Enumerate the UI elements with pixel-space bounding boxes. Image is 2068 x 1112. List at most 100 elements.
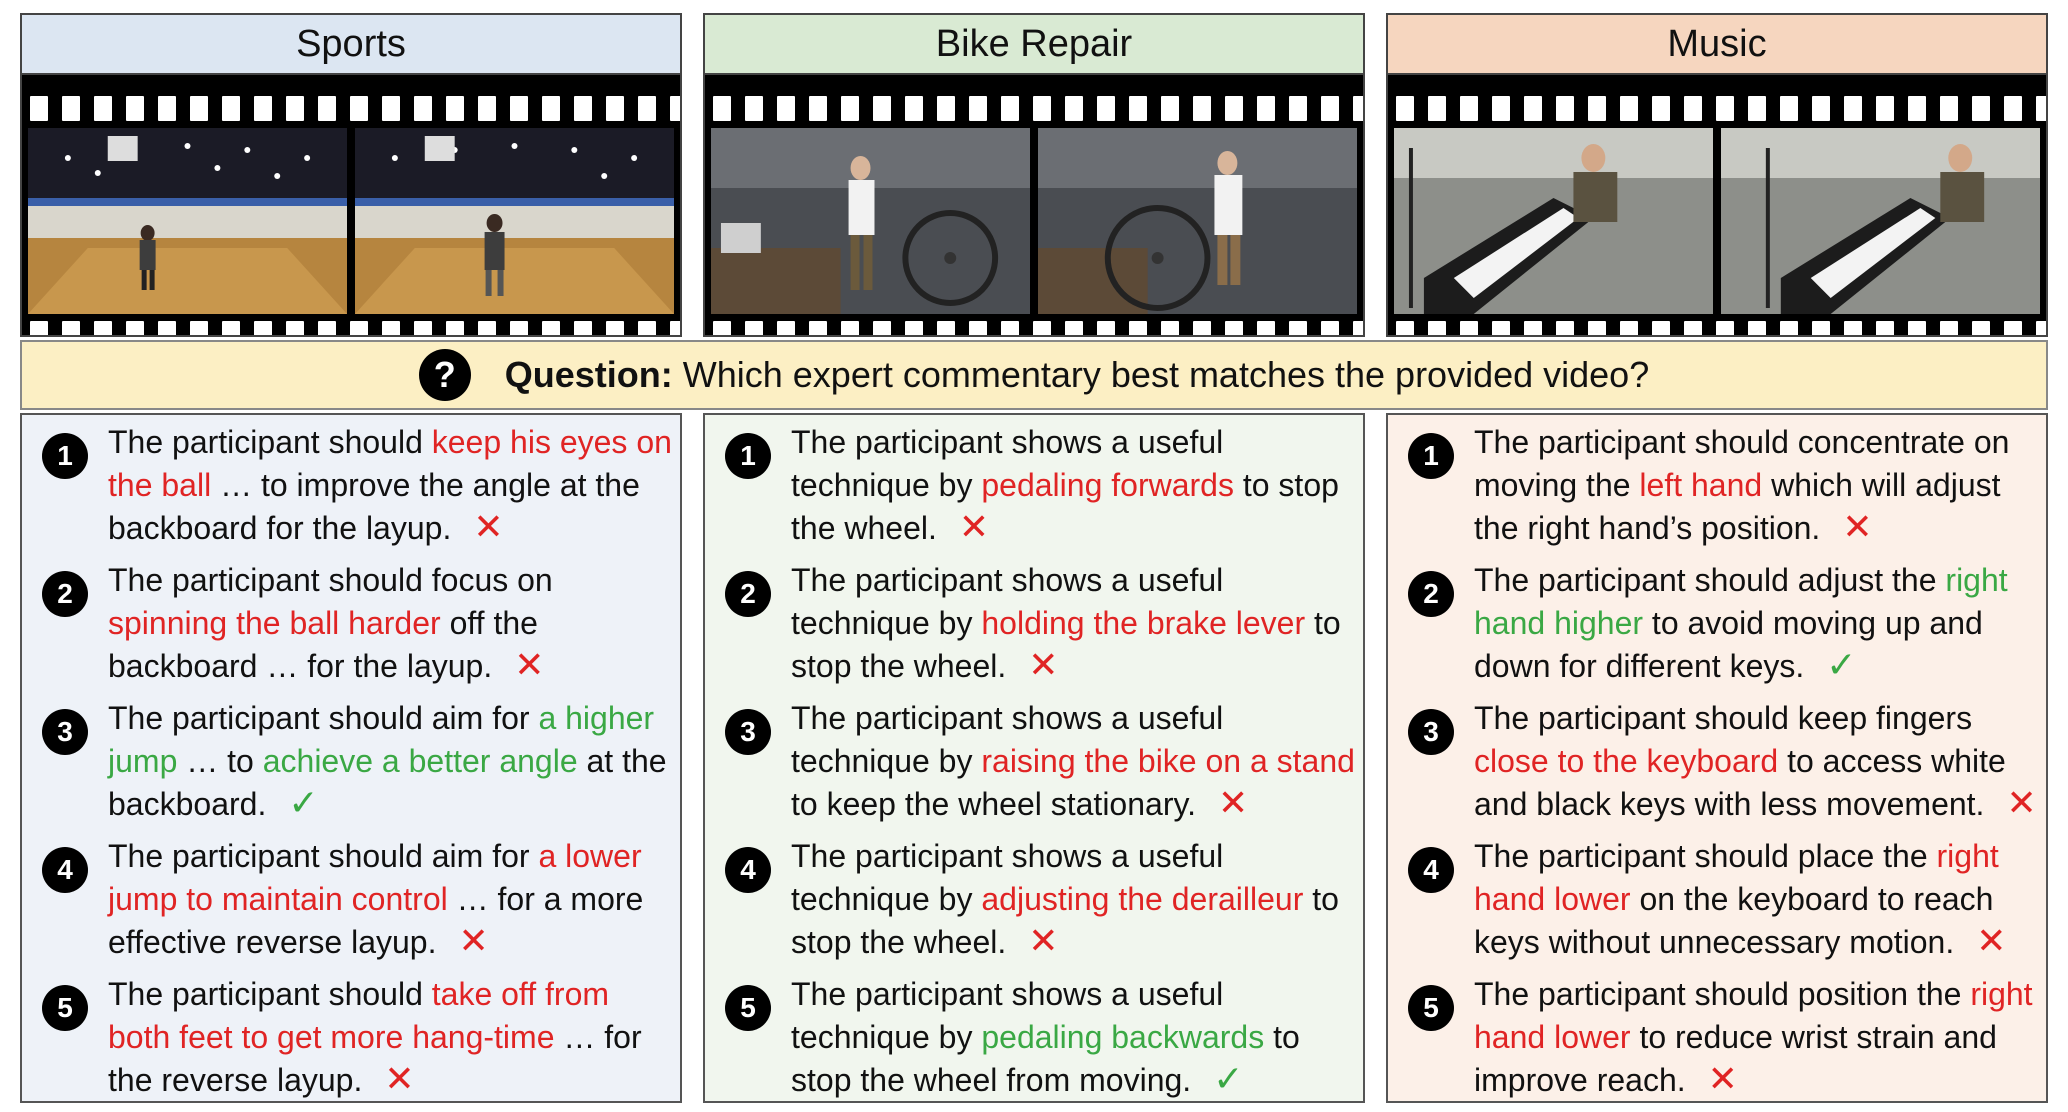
film-hole [1972, 320, 1990, 335]
film-hole [30, 320, 48, 335]
film-hole [1353, 320, 1363, 335]
film-hole [638, 320, 656, 335]
film-hole [1844, 320, 1862, 335]
option-text-segment: The participant shows a useful technique… [791, 562, 1224, 641]
option-text-segment: to stop the wheel. [791, 880, 1339, 961]
film-hole [1524, 320, 1542, 335]
film-hole [1097, 95, 1115, 121]
film-hole [1940, 95, 1958, 121]
option-text-segment: … to improve the angle at the backboard … [108, 466, 640, 547]
film-hole [809, 95, 827, 121]
film-hole [1748, 320, 1766, 335]
film-hole [1065, 95, 1083, 121]
film-hole [414, 95, 432, 121]
film-hole [222, 320, 240, 335]
film-hole [1620, 95, 1638, 121]
film-hole [905, 95, 923, 121]
bike-repair-header: Bike Repair [705, 15, 1363, 75]
music-video-panel: Music [1386, 13, 2048, 337]
video-frame-piano-2 [1721, 128, 2040, 314]
film-hole [1033, 95, 1051, 121]
option-number-badge: 1 [1408, 433, 1454, 479]
film-hole [1748, 95, 1766, 121]
film-hole [1396, 95, 1414, 121]
film-hole [905, 320, 923, 335]
film-hole [1257, 95, 1275, 121]
option-text: The participant shows a useful technique… [791, 973, 1359, 1102]
option-text-segment: which will adjust the right hand’s posit… [1474, 466, 2001, 547]
film-hole [809, 320, 827, 335]
option-text: The participant shows a useful technique… [791, 835, 1359, 964]
music-frames [1394, 128, 2040, 314]
option-text-segment: to keep the wheel stationary. [791, 786, 1196, 822]
film-hole [446, 320, 464, 335]
incorrect-phrase: holding the brake lever [981, 604, 1306, 641]
incorrect-phrase: spinning the ball harder [108, 604, 441, 641]
question-icon: ? [418, 349, 471, 401]
option-text: The participant should adjust the right … [1474, 559, 2042, 688]
incorrect-phrase: take off from both feet to get more hang… [108, 976, 610, 1055]
film-hole [1780, 95, 1798, 121]
option-text: The participant should aim for a lower j… [108, 835, 676, 964]
film-hole [969, 320, 987, 335]
film-hole [1001, 320, 1019, 335]
option-text-segment: The participant should aim for [108, 700, 539, 736]
film-hole [1684, 320, 1702, 335]
question-label: Question: [504, 354, 673, 395]
option-text-segment: to access white and black keys with less… [1474, 742, 2006, 823]
film-hole [873, 320, 891, 335]
incorrect-phrase: close to the keyboard [1474, 742, 1779, 779]
film-hole [254, 320, 272, 335]
film-hole [318, 320, 336, 335]
film-hole [713, 320, 731, 335]
incorrect-phrase: raising the bike on a stand [981, 742, 1355, 779]
incorrect-phrase: a lower jump to maintain control [108, 838, 642, 917]
film-hole [1193, 320, 1211, 335]
option-text-segment: … to [177, 742, 263, 779]
film-hole [1396, 320, 1414, 335]
video-frame-basketball-1 [28, 128, 347, 314]
film-hole [2004, 320, 2022, 335]
incorrect-phrase: right hand lower [1474, 838, 1999, 917]
film-hole [1129, 95, 1147, 121]
sports-options-panel: 1 The participant should keep his eyes on… [20, 413, 682, 1103]
cross-mark-icon: ✕ [1976, 920, 2007, 961]
option-number-badge: 3 [1408, 709, 1454, 755]
film-hole [414, 320, 432, 335]
film-hole [286, 95, 304, 121]
option-text-segment: at the backboard. [108, 742, 667, 823]
option-number-badge: 2 [1408, 571, 1454, 617]
film-hole [1652, 320, 1670, 335]
film-hole [1908, 95, 1926, 121]
film-hole [1620, 320, 1638, 335]
film-hole [2036, 95, 2046, 121]
film-strip-bottom [1388, 317, 2046, 335]
option-number-badge: 2 [42, 571, 88, 617]
film-hole [222, 95, 240, 121]
film-hole [2004, 95, 2022, 121]
film-hole [777, 95, 795, 121]
film-hole [745, 320, 763, 335]
film-strip-top [705, 92, 1363, 124]
film-hole [62, 95, 80, 121]
video-frame-piano-1 [1394, 128, 1713, 314]
film-hole [1876, 320, 1894, 335]
option-text: The participant shows a useful technique… [791, 559, 1359, 688]
cross-mark-icon: ✕ [458, 920, 489, 961]
film-hole [1556, 320, 1574, 335]
film-hole [254, 95, 272, 121]
film-hole [841, 95, 859, 121]
film-hole [638, 95, 656, 121]
film-hole [1321, 320, 1339, 335]
option-text: The participant should keep his eyes on … [108, 421, 676, 550]
film-hole [126, 95, 144, 121]
correct-phrase: a higher jump [108, 700, 655, 779]
incorrect-phrase: keep his eyes on the ball [108, 424, 672, 503]
bike-options-panel: 1 The participant shows a useful techniqu… [703, 413, 1365, 1103]
option-text: The participant should concentrate on mo… [1474, 421, 2042, 550]
film-hole [606, 320, 624, 335]
option-number-badge: 5 [1408, 985, 1454, 1031]
option-number-badge: 4 [42, 847, 88, 893]
film-hole [1225, 320, 1243, 335]
cross-mark-icon: ✕ [1028, 644, 1059, 685]
